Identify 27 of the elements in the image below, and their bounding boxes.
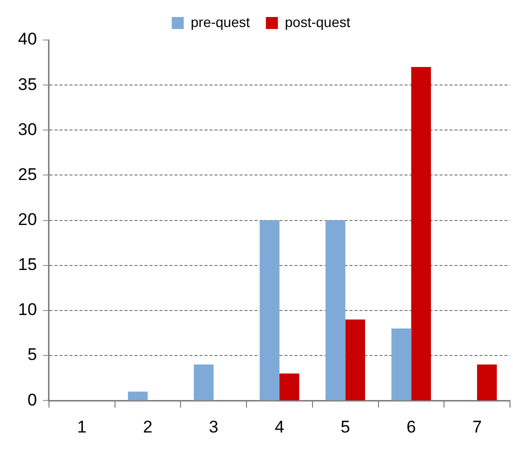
bar: [391, 328, 412, 400]
x-tick-label: 7: [472, 417, 482, 436]
y-tick-label: 0: [27, 390, 37, 410]
y-tick-label: 10: [18, 300, 37, 320]
bar: [260, 220, 280, 400]
x-tick-label: 1: [77, 417, 87, 436]
bar: [345, 319, 366, 400]
bar: [279, 374, 300, 400]
x-tick-label: 3: [208, 417, 218, 436]
y-tick-label: 35: [18, 74, 37, 94]
y-tick-label: 20: [18, 210, 37, 229]
x-tick-label: 2: [142, 417, 152, 436]
y-tick-label: 30: [18, 120, 37, 139]
legend-label: pre-quest: [190, 14, 250, 30]
bar: [194, 364, 214, 400]
bar: [128, 392, 148, 400]
bar: [411, 67, 431, 400]
x-tick-label: 6: [406, 417, 416, 436]
bar: [477, 364, 497, 400]
bar: [326, 220, 346, 400]
y-tick-label: 40: [18, 30, 37, 49]
y-tick-label: 25: [18, 164, 37, 184]
y-tick-label: 5: [27, 345, 37, 364]
x-tick-label: 5: [340, 417, 350, 436]
y-tick-label: 15: [18, 255, 37, 274]
legend-label: post-quest: [284, 14, 350, 30]
x-tick-label: 4: [274, 417, 284, 436]
